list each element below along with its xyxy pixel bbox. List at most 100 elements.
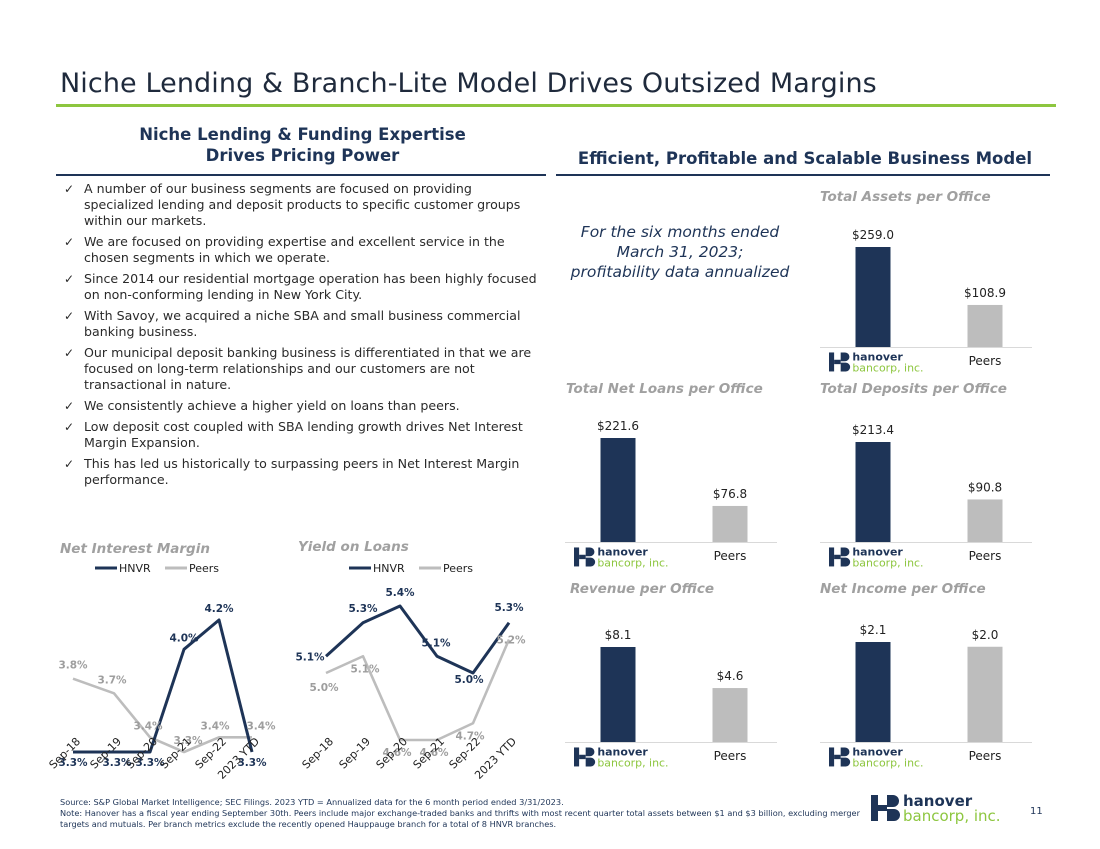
data-label-peers: 3.4% xyxy=(200,720,230,732)
bullet-item: ✓ Since 2014 our residential mortgage ope… xyxy=(64,271,542,303)
bullet-text: This has led us historically to surpassi… xyxy=(84,456,520,487)
legend-label-peers: Peers xyxy=(189,562,219,575)
bar-category-label-peers: Peers xyxy=(969,549,1002,563)
data-label-hnvr: 5.3% xyxy=(494,602,524,614)
bar-hnvr xyxy=(600,438,636,542)
logo-text-line2: bancorp, inc. xyxy=(597,556,668,569)
bullet-item: ✓ With Savoy, we acquired a niche SBA and… xyxy=(64,308,542,340)
data-label-peers: 3.8% xyxy=(58,660,88,672)
bar-value-label: $76.8 xyxy=(713,487,747,501)
left-heading-line2: Drives Pricing Power xyxy=(205,146,400,165)
bar-hnvr xyxy=(855,247,891,347)
bar-value-label: $2.0 xyxy=(972,628,999,642)
logo-text-line1: hanover xyxy=(903,792,973,810)
check-icon: ✓ xyxy=(64,346,75,360)
bullet-text: We are focused on providing expertise an… xyxy=(84,234,505,265)
footnote-source: Source: S&P Global Market Intelligence; … xyxy=(60,797,564,807)
bullet-item: ✓ A number of our business segments are f… xyxy=(64,181,542,229)
logo-text-line1: hanover xyxy=(852,350,903,363)
bullet-text: Low deposit cost coupled with SBA lendin… xyxy=(84,419,523,450)
bar-value-label: $2.1 xyxy=(860,623,887,637)
right-heading-divider xyxy=(556,174,1050,176)
netincome-chart-title: Net Income per Office xyxy=(820,581,986,597)
legend-label-hnvr: HNVR xyxy=(373,562,405,575)
bar-category-label-peers: Peers xyxy=(714,749,747,763)
bullet-item: ✓ This has led us historically to surpass… xyxy=(64,456,542,488)
series-line-hnvr xyxy=(324,604,511,675)
yield-line-chart: HNVR Peers 5.1% 5.3% 5.4% 5.1% 5.0% 5.3% 5.0% 5.1… xyxy=(296,562,526,781)
nim-chart-title: Net Interest Margin xyxy=(60,541,210,557)
data-label-hnvr: 5.1% xyxy=(296,651,325,663)
bullet-item: ✓ We consistently achieve a higher yield … xyxy=(64,398,542,414)
footnote: Source: S&P Global Market Intelligence; … xyxy=(60,797,880,830)
bar-value-label: $8.1 xyxy=(605,628,632,642)
data-label-hnvr: 4.0% xyxy=(169,632,199,644)
period-note: For the six months ended March 31, 2023;… xyxy=(570,223,790,281)
bar-peers xyxy=(712,688,748,742)
logo-text-line2: bancorp, inc. xyxy=(852,556,923,569)
page-number: 11 xyxy=(1030,806,1043,817)
logo-h-left-bar xyxy=(829,352,835,372)
data-label-hnvr: 5.3% xyxy=(348,603,378,615)
check-icon: ✓ xyxy=(64,272,75,286)
bar-value-label: $108.9 xyxy=(964,286,1006,300)
bar-peers xyxy=(967,304,1003,347)
legend-label-peers: Peers xyxy=(443,562,473,575)
bullet-item: ✓ Our municipal deposit banking business … xyxy=(64,345,542,393)
logo-h-right-bar xyxy=(585,747,596,767)
logo-h-crossbar xyxy=(878,805,887,811)
logo-text-line2: bancorp, inc. xyxy=(903,807,1001,825)
series-line-hnvr xyxy=(73,618,254,754)
bar-hnvr xyxy=(855,442,891,542)
check-icon: ✓ xyxy=(64,182,75,196)
data-label-hnvr: 3.3% xyxy=(237,757,267,769)
logo-h-right-bar xyxy=(585,547,596,567)
check-icon: ✓ xyxy=(64,420,75,434)
bullet-text: We consistently achieve a higher yield o… xyxy=(84,398,460,413)
left-section-heading: Niche Lending & Funding Expertise Drives… xyxy=(60,124,545,166)
logo-h-right-bar xyxy=(840,352,851,372)
chart-legend: HNVR Peers xyxy=(349,562,473,575)
series-line-peers xyxy=(72,677,252,754)
revenue-chart-title: Revenue per Office xyxy=(570,581,715,597)
x-tick-label: Sep-18 xyxy=(300,735,337,772)
bullet-text: A number of our business segments are fo… xyxy=(84,181,521,228)
data-label-peers: 3.4% xyxy=(246,720,276,732)
logo-text-line2: bancorp, inc. xyxy=(597,756,668,769)
bar-value-label: $259.0 xyxy=(852,228,894,242)
footnote-note: Note: Hanover has a fiscal year ending S… xyxy=(60,808,860,829)
check-icon: ✓ xyxy=(64,457,75,471)
bar-hnvr xyxy=(600,647,636,742)
logo-h-crossbar xyxy=(579,754,586,760)
deposits-chart-title: Total Deposits per Office xyxy=(820,381,1007,397)
data-label-hnvr: 5.4% xyxy=(385,587,415,599)
logo-h-left-bar xyxy=(829,747,835,767)
data-label-hnvr: 5.1% xyxy=(421,637,451,649)
data-label-hnvr: 5.0% xyxy=(454,674,484,686)
series-line-peers xyxy=(325,638,511,742)
logo-text-line1: hanover xyxy=(597,545,648,558)
check-icon: ✓ xyxy=(64,399,75,413)
data-label-hnvr: 3.3% xyxy=(102,757,132,769)
data-label-hnvr: 3.3% xyxy=(135,757,165,769)
left-heading-divider xyxy=(56,174,546,176)
assets-chart-title: Total Assets per Office xyxy=(820,189,991,205)
bar-value-label: $4.6 xyxy=(717,669,744,683)
check-icon: ✓ xyxy=(64,309,75,323)
page-title: Niche Lending & Branch-Lite Model Drives… xyxy=(60,68,877,99)
check-icon: ✓ xyxy=(64,235,75,249)
logo-text-line2: bancorp, inc. xyxy=(852,361,923,374)
data-label-peers: 5.1% xyxy=(350,663,380,675)
bullet-text: Our municipal deposit banking business i… xyxy=(84,345,532,392)
bar-category-label-peers: Peers xyxy=(969,749,1002,763)
logo-h-crossbar xyxy=(834,554,841,560)
left-heading-line1: Niche Lending & Funding Expertise xyxy=(139,125,466,144)
